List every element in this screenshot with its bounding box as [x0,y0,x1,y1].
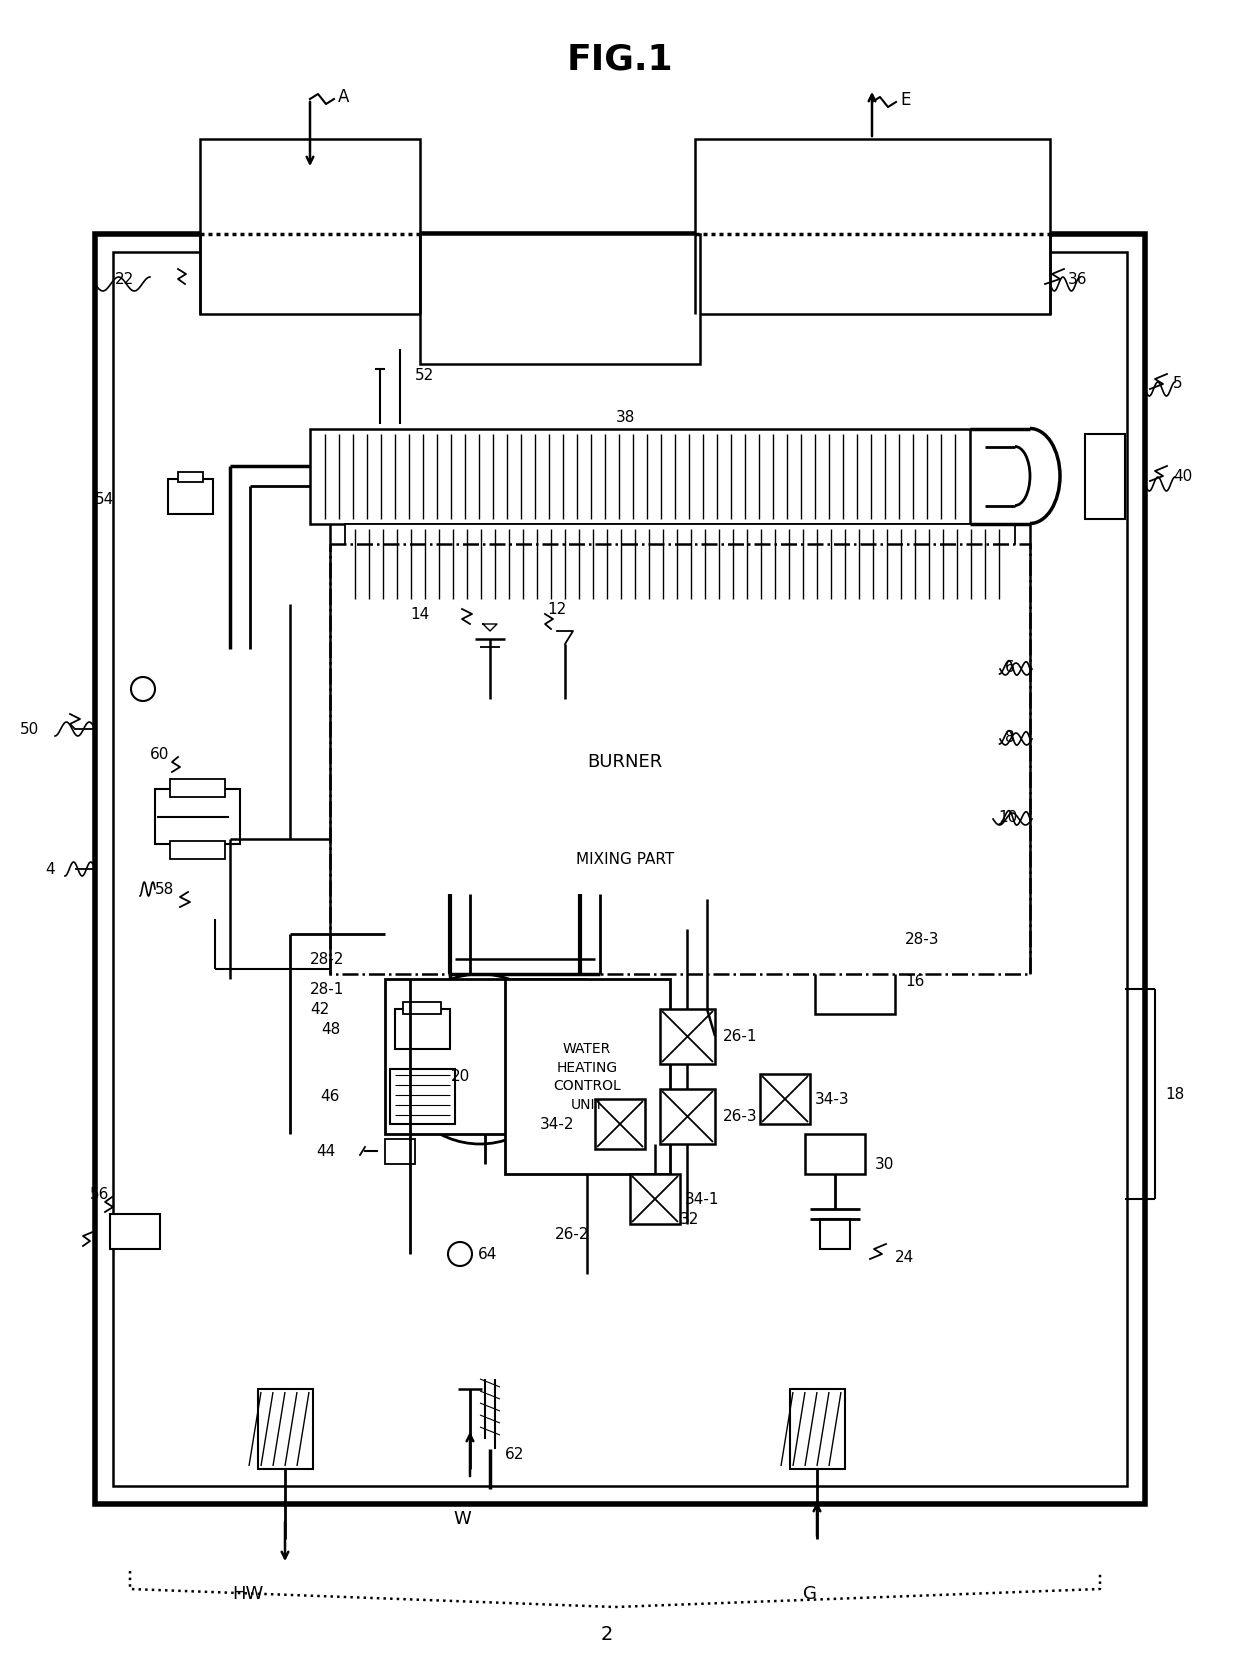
Bar [403,1003,441,1015]
Text: G: G [804,1584,817,1602]
Bar [167,480,213,515]
Bar [95,235,1145,1504]
Text: 2: 2 [601,1624,614,1643]
Text: A: A [339,88,350,106]
Bar [660,1089,715,1144]
Text: HW: HW [232,1584,264,1602]
Text: WATER
HEATING
CONTROL
UNIT: WATER HEATING CONTROL UNIT [553,1041,621,1111]
Text: 62: 62 [505,1446,525,1461]
Bar [379,824,870,894]
Bar [595,1099,645,1149]
Text: 5: 5 [1173,376,1183,391]
Bar [384,1139,415,1165]
Bar [805,1134,866,1175]
Bar [396,1010,450,1049]
Text: 54: 54 [95,492,114,506]
Text: 46: 46 [321,1089,340,1104]
Bar [379,700,870,824]
Bar [384,980,585,1134]
Text: 60: 60 [150,746,170,761]
Text: 26-3: 26-3 [723,1109,758,1124]
Text: 36: 36 [1068,273,1087,288]
Text: W: W [453,1509,471,1528]
Bar [200,141,420,314]
Text: 34-3: 34-3 [815,1092,849,1107]
Text: 28-2: 28-2 [310,952,345,967]
Text: 28-1: 28-1 [310,981,345,996]
Text: 18: 18 [1166,1087,1184,1102]
Bar [553,619,577,644]
Text: 42: 42 [310,1001,330,1016]
Bar [391,1069,455,1124]
Text: 8: 8 [1004,730,1014,745]
Text: 14: 14 [410,607,430,622]
Text: 16: 16 [905,973,924,990]
Text: 20: 20 [451,1069,470,1084]
Bar [310,430,970,525]
Text: 4: 4 [45,862,55,877]
Text: 44: 44 [316,1144,335,1158]
Text: 26-2: 26-2 [556,1226,589,1241]
Text: 48: 48 [321,1021,340,1038]
Text: 40: 40 [1173,470,1192,485]
Bar [330,544,1030,975]
Bar [790,1389,844,1470]
Bar [113,253,1127,1486]
Bar [660,1010,715,1064]
Text: 26-1: 26-1 [723,1029,758,1044]
Bar [694,141,1050,314]
Text: 30: 30 [875,1157,894,1172]
Text: E: E [900,91,910,109]
Bar [815,950,895,1015]
Text: BURNER: BURNER [588,753,662,771]
Text: 38: 38 [615,410,635,425]
Text: MIXING PART: MIXING PART [575,852,675,867]
Bar [345,525,1016,604]
Text: 22: 22 [115,273,134,288]
Bar [420,235,701,364]
Bar [630,1175,680,1225]
Bar [505,980,670,1175]
Text: 58: 58 [155,882,175,897]
Text: 34-2: 34-2 [539,1117,574,1132]
Text: 50: 50 [20,722,40,736]
Text: FIG.1: FIG.1 [567,43,673,76]
Bar [820,1220,849,1250]
Text: 6: 6 [1004,660,1014,675]
Text: 10: 10 [998,809,1017,824]
Text: 56: 56 [91,1187,109,1202]
Bar [170,841,224,859]
Bar [110,1215,160,1250]
Bar [170,780,224,798]
Bar [760,1074,810,1124]
Bar [258,1389,312,1470]
Text: 64: 64 [477,1246,497,1261]
Text: 52: 52 [415,367,434,382]
Text: 24: 24 [895,1250,914,1264]
Text: 34-1: 34-1 [684,1192,719,1206]
Text: 12: 12 [547,602,567,617]
Text: 32: 32 [680,1211,699,1226]
Bar [179,473,203,483]
Bar [155,789,241,844]
Bar [1085,435,1125,520]
Text: 28-3: 28-3 [905,932,940,947]
